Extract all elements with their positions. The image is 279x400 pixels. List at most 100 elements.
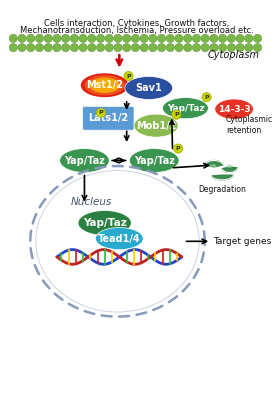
Circle shape [140, 44, 148, 52]
Circle shape [253, 34, 262, 42]
Circle shape [245, 34, 253, 42]
Text: Cytoplasmic
retention: Cytoplasmic retention [226, 115, 273, 135]
Text: Yap/Taz: Yap/Taz [167, 104, 204, 113]
Circle shape [44, 44, 52, 52]
Circle shape [172, 110, 181, 119]
Ellipse shape [60, 148, 109, 172]
Text: Yap/Taz: Yap/Taz [64, 156, 105, 166]
Polygon shape [211, 175, 233, 180]
Polygon shape [222, 167, 238, 172]
Circle shape [105, 34, 113, 42]
Circle shape [44, 34, 52, 42]
Circle shape [114, 34, 122, 42]
Ellipse shape [125, 76, 173, 100]
Circle shape [122, 34, 131, 42]
Circle shape [105, 44, 113, 52]
Circle shape [166, 34, 174, 42]
Circle shape [122, 44, 131, 52]
Text: P: P [204, 95, 209, 100]
Polygon shape [205, 160, 223, 167]
Ellipse shape [78, 210, 131, 235]
Ellipse shape [210, 164, 216, 168]
Text: Nucleus: Nucleus [71, 197, 112, 207]
Circle shape [124, 72, 133, 81]
Circle shape [79, 34, 87, 42]
Text: Tead1/4: Tead1/4 [98, 234, 141, 244]
Ellipse shape [90, 78, 120, 93]
Circle shape [61, 34, 70, 42]
Circle shape [184, 44, 192, 52]
Circle shape [166, 44, 174, 52]
Ellipse shape [85, 75, 125, 95]
Circle shape [70, 34, 78, 42]
Circle shape [96, 108, 105, 117]
Text: Yap/Taz: Yap/Taz [83, 218, 127, 228]
Circle shape [35, 44, 44, 52]
Ellipse shape [129, 148, 179, 172]
Circle shape [35, 34, 44, 42]
Circle shape [253, 44, 262, 52]
Ellipse shape [81, 73, 129, 97]
Ellipse shape [134, 114, 178, 137]
Text: Mst1/2: Mst1/2 [86, 80, 123, 90]
Circle shape [149, 44, 157, 52]
Circle shape [184, 34, 192, 42]
Circle shape [9, 34, 17, 42]
Circle shape [218, 44, 227, 52]
Text: P: P [126, 74, 131, 78]
Circle shape [218, 34, 227, 42]
Circle shape [201, 34, 209, 42]
Circle shape [210, 44, 218, 52]
Text: Lats1/2: Lats1/2 [88, 113, 128, 123]
Circle shape [88, 34, 96, 42]
Circle shape [236, 44, 244, 52]
Circle shape [27, 34, 35, 42]
Circle shape [201, 44, 209, 52]
Circle shape [157, 44, 166, 52]
Circle shape [236, 34, 244, 42]
Text: Cytoplasm: Cytoplasm [208, 50, 260, 60]
Text: Degradation: Degradation [198, 185, 246, 194]
Circle shape [227, 44, 235, 52]
Circle shape [53, 34, 61, 42]
Text: 14-3-3: 14-3-3 [218, 104, 251, 114]
Text: Cells interaction, Cytokines, Growth factors,: Cells interaction, Cytokines, Growth fac… [44, 19, 229, 28]
Circle shape [27, 44, 35, 52]
Circle shape [131, 34, 140, 42]
Text: P: P [174, 112, 179, 117]
Circle shape [175, 34, 183, 42]
Circle shape [88, 44, 96, 52]
Text: Mechanotransduction, Ischemia, Pressure overload etc.: Mechanotransduction, Ischemia, Pressure … [20, 26, 254, 34]
Text: Sav1: Sav1 [135, 83, 162, 93]
Circle shape [202, 92, 211, 102]
Circle shape [245, 44, 253, 52]
Text: Yap/Taz: Yap/Taz [134, 156, 175, 166]
Circle shape [53, 44, 61, 52]
Circle shape [140, 34, 148, 42]
Circle shape [131, 44, 140, 52]
Circle shape [9, 44, 17, 52]
Circle shape [210, 34, 218, 42]
Text: P: P [176, 146, 181, 151]
Circle shape [227, 34, 235, 42]
Ellipse shape [226, 164, 233, 168]
Ellipse shape [95, 228, 143, 250]
Circle shape [79, 44, 87, 52]
Circle shape [157, 34, 166, 42]
Circle shape [174, 144, 183, 153]
FancyBboxPatch shape [83, 106, 134, 130]
Circle shape [114, 44, 122, 52]
Circle shape [175, 44, 183, 52]
Circle shape [192, 44, 201, 52]
Circle shape [149, 34, 157, 42]
Ellipse shape [162, 98, 208, 119]
Circle shape [192, 34, 201, 42]
Text: Mob1/2: Mob1/2 [136, 121, 176, 131]
Circle shape [70, 44, 78, 52]
Circle shape [96, 44, 105, 52]
Text: P: P [99, 110, 103, 115]
Circle shape [18, 44, 26, 52]
Circle shape [18, 34, 26, 42]
Ellipse shape [215, 99, 253, 119]
Circle shape [61, 44, 70, 52]
